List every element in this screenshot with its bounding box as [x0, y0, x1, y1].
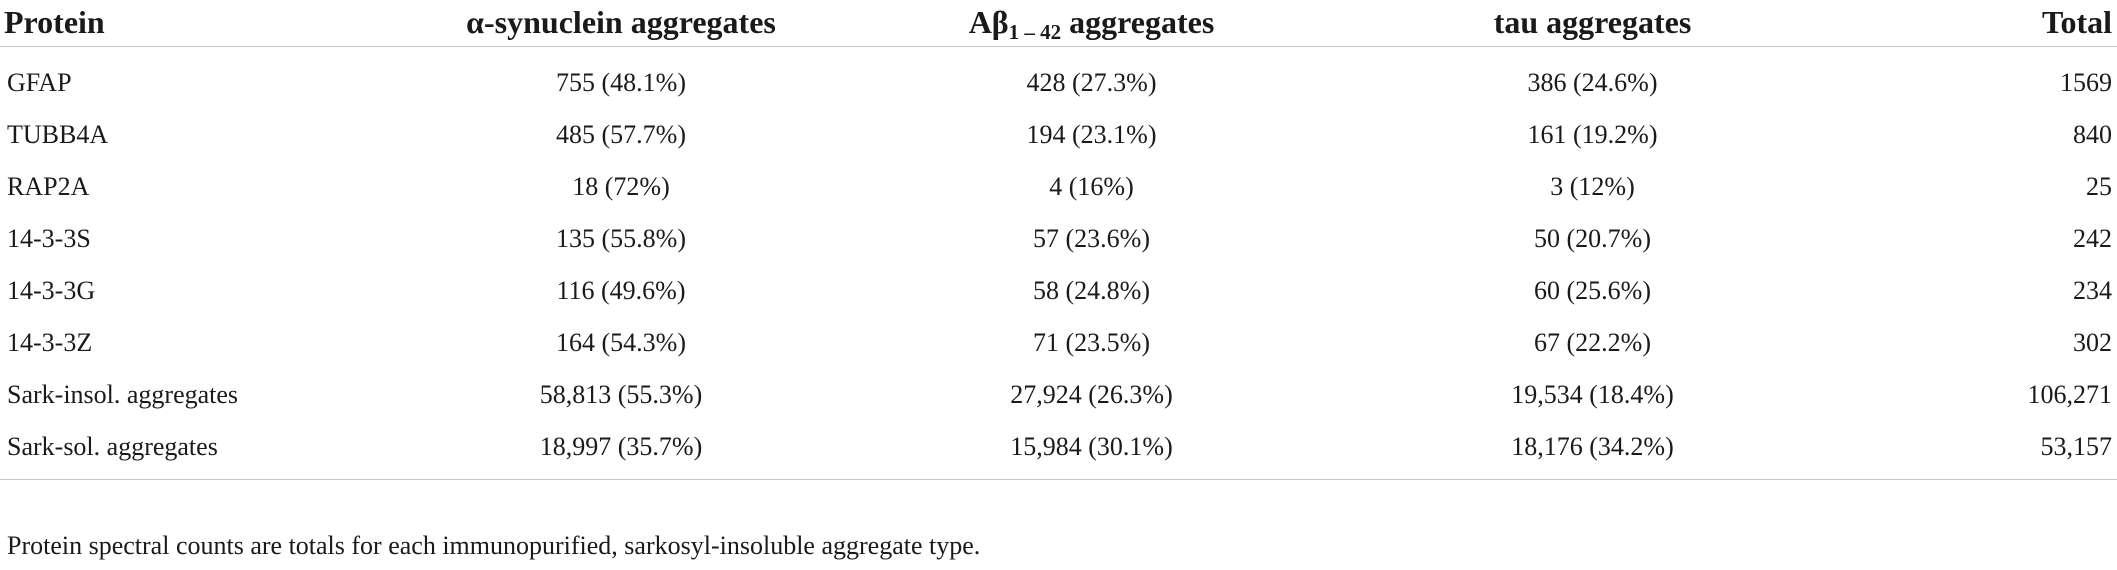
cell-total: 1569: [2060, 68, 2112, 97]
cell-abeta: 15,984 (30.1%): [842, 421, 1341, 480]
cell-total: 106,271: [2027, 380, 2113, 409]
cell-tau: 3 (12%): [1550, 172, 1635, 201]
cell-abeta: 4 (16%): [1049, 172, 1134, 201]
table-row: 14-3-3G 116 (49.6%) 58 (24.8%) 60 (25.6%…: [0, 265, 2117, 317]
header-abeta-subscript: 1 – 42: [1008, 20, 1062, 44]
header-protein: Protein: [0, 0, 400, 47]
cell-abeta: 71 (23.5%): [1033, 328, 1150, 357]
header-tau: tau aggregates: [1341, 0, 1844, 47]
cell-alpha-synuclein: 58,813 (55.3%): [539, 380, 703, 409]
table-row: GFAP 755 (48.1%) 428 (27.3%) 386 (24.6%)…: [0, 47, 2117, 110]
cell-total: 234: [2073, 276, 2112, 305]
cell-protein: 14-3-3Z: [7, 328, 93, 357]
cell-total: 242: [2073, 224, 2112, 253]
cell-total: 25: [2086, 172, 2112, 201]
table-row: 14-3-3S 135 (55.8%) 57 (23.6%) 50 (20.7%…: [0, 213, 2117, 265]
table-body: GFAP 755 (48.1%) 428 (27.3%) 386 (24.6%)…: [0, 47, 2117, 480]
cell-protein: GFAP: [7, 68, 72, 97]
cell-alpha-synuclein: 164 (54.3%): [556, 328, 686, 357]
cell-protein: Sark-insol. aggregates: [7, 380, 239, 409]
cell-protein: 14-3-3G: [7, 276, 96, 305]
cell-protein: 14-3-3S: [7, 224, 91, 253]
cell-alpha-synuclein: 18 (72%): [572, 172, 670, 201]
header-abeta: Aβ1 – 42 aggregates: [842, 0, 1341, 47]
table-footnote: Protein spectral counts are totals for e…: [7, 531, 981, 560]
cell-alpha-synuclein: 485 (57.7%): [556, 120, 686, 149]
cell-abeta: 27,924 (26.3%): [1010, 380, 1173, 409]
cell-tau: 386 (24.6%): [1527, 68, 1658, 97]
aggregate-table: Protein α-synuclein aggregates Aβ1 – 42 …: [0, 0, 2117, 480]
cell-tau: 161 (19.2%): [1527, 120, 1658, 149]
cell-alpha-synuclein: 135 (55.8%): [556, 224, 686, 253]
table-row: RAP2A 18 (72%) 4 (16%) 3 (12%) 25: [0, 161, 2117, 213]
header-total: Total: [1844, 0, 2117, 47]
header-alpha-synuclein: α-synuclein aggregates: [400, 0, 842, 47]
table-header-row: Protein α-synuclein aggregates Aβ1 – 42 …: [0, 0, 2117, 47]
table-row: 14-3-3Z 164 (54.3%) 71 (23.5%) 67 (22.2%…: [0, 317, 2117, 369]
cell-protein: Sark-sol. aggregates: [0, 421, 400, 480]
cell-alpha-synuclein: 18,997 (35.7%): [400, 421, 842, 480]
cell-alpha-synuclein: 116 (49.6%): [556, 276, 686, 305]
table-row: TUBB4A 485 (57.7%) 194 (23.1%) 161 (19.2…: [0, 109, 2117, 161]
cell-tau: 19,534 (18.4%): [1511, 380, 1674, 409]
cell-alpha-synuclein: 755 (48.1%): [556, 68, 686, 97]
cell-protein: TUBB4A: [7, 120, 109, 149]
cell-total: 840: [2073, 120, 2112, 149]
cell-tau: 50 (20.7%): [1534, 224, 1651, 253]
table-row: Sark-sol. aggregates 18,997 (35.7%) 15,9…: [0, 421, 2117, 480]
data-table-container: Protein α-synuclein aggregates Aβ1 – 42 …: [0, 0, 2117, 480]
cell-abeta: 194 (23.1%): [1026, 120, 1157, 149]
cell-protein: RAP2A: [7, 172, 90, 201]
cell-abeta: 428 (27.3%): [1026, 68, 1157, 97]
table-row: Sark-insol. aggregates 58,813 (55.3%) 27…: [0, 369, 2117, 421]
cell-tau: 60 (25.6%): [1534, 276, 1651, 305]
cell-tau: 67 (22.2%): [1534, 328, 1651, 357]
cell-total: 53,157: [1844, 421, 2117, 480]
cell-abeta: 57 (23.6%): [1033, 224, 1150, 253]
cell-abeta: 58 (24.8%): [1033, 276, 1150, 305]
header-abeta-suffix: aggregates: [1061, 4, 1215, 40]
cell-tau: 18,176 (34.2%): [1341, 421, 1844, 480]
cell-total: 302: [2073, 328, 2112, 357]
header-abeta-prefix: Aβ: [968, 4, 1009, 40]
